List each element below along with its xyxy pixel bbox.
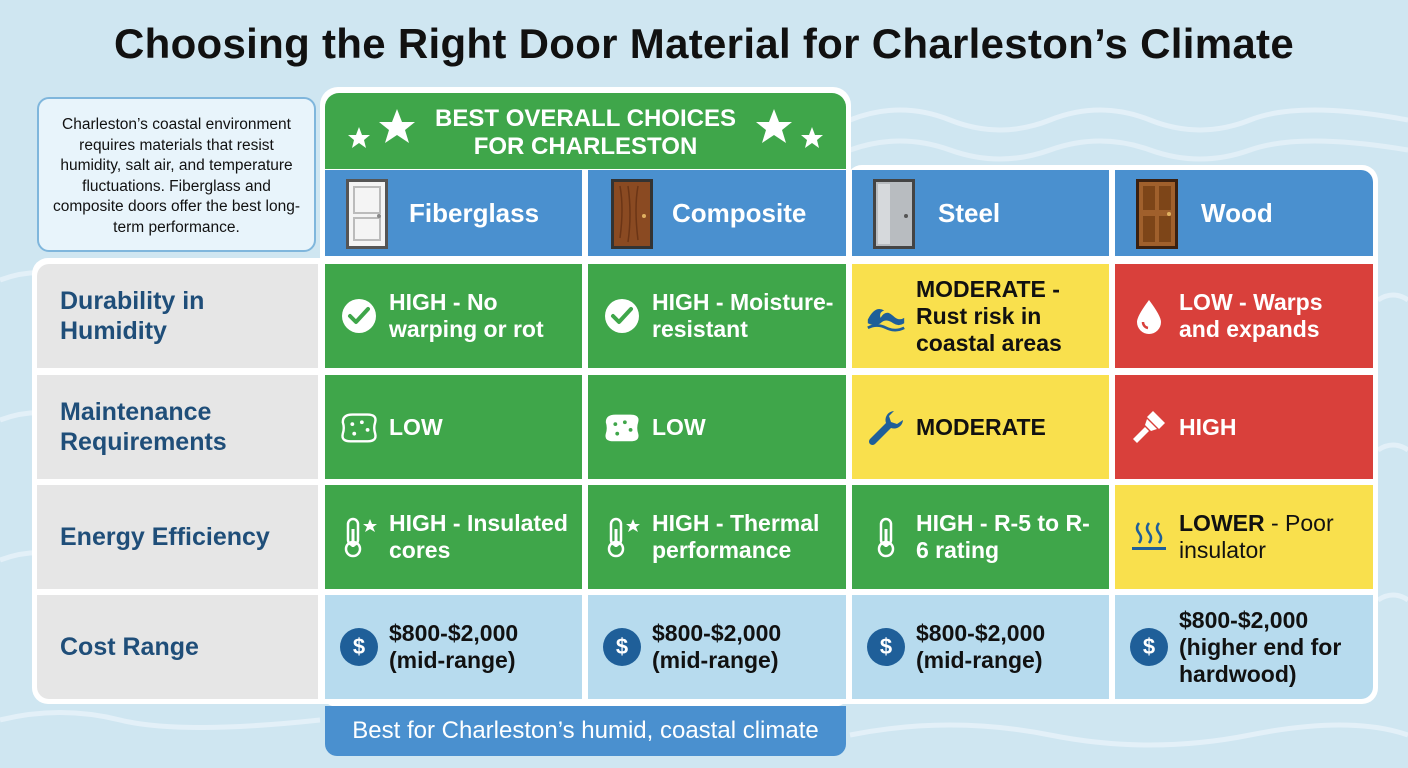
cell-text: HIGH - No warping or rot: [389, 289, 544, 342]
wave-icon: [866, 296, 906, 336]
material-name: Wood: [1201, 197, 1273, 228]
cell-energy-composite: HIGH - Thermal performance: [588, 485, 846, 589]
cell-text: $800-$2,000 (mid-range): [916, 620, 1046, 673]
cell-energy-steel: HIGH - R-5 to R-6 rating: [852, 485, 1109, 589]
best-choices-footer: Best for Charleston’s humid, coastal cli…: [325, 706, 846, 756]
wood-grain-door-icon: [611, 179, 653, 249]
cell-cost-composite: $ $800-$2,000 (mid-range): [588, 595, 846, 699]
cell-text: HIGH: [1179, 413, 1237, 440]
cell-text: LOW: [652, 413, 706, 440]
column-header-wood: Wood: [1115, 170, 1373, 256]
dollar-icon: $: [602, 627, 642, 667]
stars-icon: [348, 109, 415, 148]
row-label-energy: Energy Efficiency: [37, 485, 318, 589]
sponge-icon: [602, 407, 642, 447]
best-choices-header: BEST OVERALL CHOICES FOR CHARLESTON: [325, 93, 846, 169]
cell-cost-fiberglass: $ $800-$2,000 (mid-range): [325, 595, 582, 699]
page-title: Choosing the Right Door Material for Cha…: [114, 20, 1294, 67]
row-label-durability: Durability in Humidity: [37, 264, 318, 368]
cell-text: HIGH - Moisture-resistant: [652, 289, 834, 342]
dollar-icon: $: [339, 627, 379, 667]
cell-durability-fiberglass: HIGH - No warping or rot: [325, 264, 582, 368]
column-header-fiberglass: Fiberglass: [325, 170, 582, 256]
intro-callout: Charleston’s coastal environment require…: [37, 97, 316, 252]
water-drop-icon: [1129, 296, 1169, 336]
thermometer-star-icon: [339, 517, 379, 558]
heat-waves-icon: [1129, 517, 1169, 557]
best-header-line1: BEST OVERALL CHOICES: [435, 105, 736, 132]
cell-text: HIGH - Thermal performance: [652, 510, 820, 563]
wrench-icon: [866, 407, 906, 447]
cell-text: LOW - Warps and expands: [1179, 289, 1323, 342]
cell-durability-composite: HIGH - Moisture-resistant: [588, 264, 846, 368]
cell-energy-wood: LOWER - Poor insulator: [1115, 485, 1373, 589]
material-name: Fiberglass: [409, 197, 540, 228]
cell-maintenance-steel: MODERATE: [852, 375, 1109, 479]
cell-cost-wood: $ $800-$2,000 (higher end for hardwood): [1115, 595, 1373, 699]
cell-text: HIGH - R-5 to R-6 rating: [916, 510, 1090, 563]
row-label-maintenance: Maintenance Requirements: [37, 375, 318, 479]
steel-door-icon: [873, 179, 915, 249]
thermometer-icon: [866, 517, 906, 558]
cell-text: $800-$2,000 (mid-range): [389, 620, 519, 673]
dollar-icon: $: [866, 627, 906, 667]
cell-text: LOWER - Poor insulator: [1179, 510, 1365, 564]
cell-maintenance-composite: LOW: [588, 375, 846, 479]
cell-text: $800-$2,000 (mid-range): [652, 620, 782, 673]
cell-energy-fiberglass: HIGH - Insulated cores: [325, 485, 582, 589]
cell-text: MODERATE - Rust risk in coastal areas: [916, 275, 1062, 356]
cell-text: MODERATE: [916, 413, 1046, 440]
cell-maintenance-wood: HIGH: [1115, 375, 1373, 479]
cell-text: HIGH - Insulated cores: [389, 510, 568, 563]
cell-cost-steel: $ $800-$2,000 (mid-range): [852, 595, 1109, 699]
material-name: Steel: [938, 197, 1001, 228]
checkmark-icon: [602, 296, 642, 336]
column-header-steel: Steel: [852, 170, 1109, 256]
stars-icon: [756, 109, 823, 148]
cell-text-rest: - Poor insulator: [1179, 510, 1334, 563]
sponge-icon: [339, 407, 379, 447]
cell-durability-wood: LOW - Warps and expands: [1115, 264, 1373, 368]
cell-maintenance-fiberglass: LOW: [325, 375, 582, 479]
wood-panel-door-icon: [1136, 179, 1178, 249]
white-panel-door-icon: [346, 179, 388, 249]
material-name: Composite: [672, 197, 807, 228]
best-header-line2: FOR CHARLESTON: [473, 133, 698, 160]
cell-text: $800-$2,000 (higher end for hardwood): [1179, 606, 1342, 687]
checkmark-icon: [339, 296, 379, 336]
thermometer-star-icon: [602, 517, 642, 558]
cell-text: LOW: [389, 413, 443, 440]
cell-durability-steel: MODERATE - Rust risk in coastal areas: [852, 264, 1109, 368]
paintbrush-icon: [1129, 407, 1169, 447]
row-label-cost: Cost Range: [37, 595, 318, 699]
column-header-composite: Composite: [588, 170, 846, 256]
cell-text-bold: LOWER: [1179, 510, 1265, 536]
dollar-icon: $: [1129, 627, 1169, 667]
